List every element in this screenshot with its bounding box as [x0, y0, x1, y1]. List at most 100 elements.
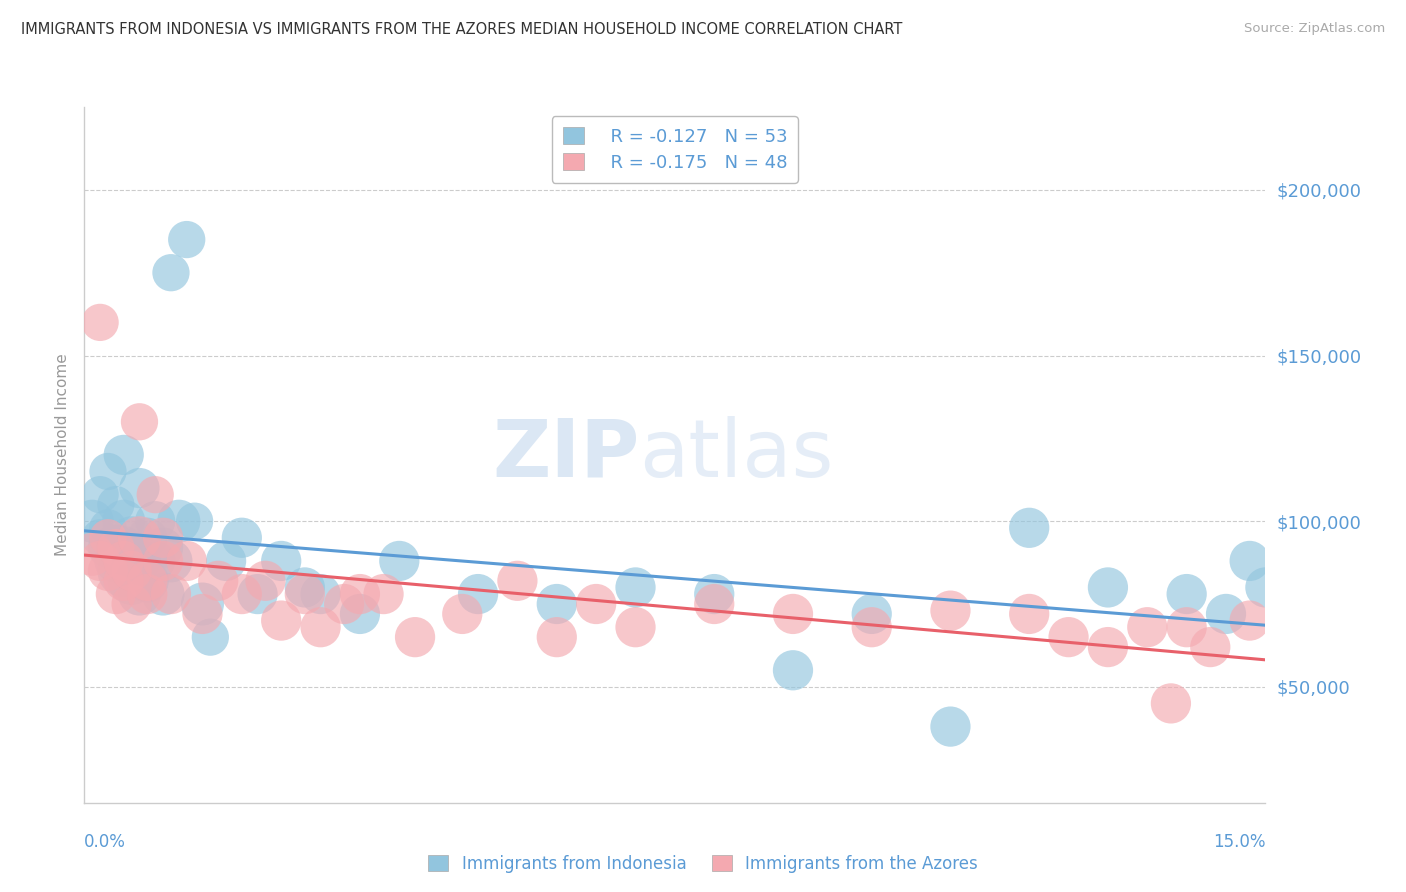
Point [191, 597, 214, 611]
Text: ZIP: ZIP [492, 416, 640, 494]
Point [294, 587, 316, 601]
Point [121, 564, 143, 578]
Point [160, 554, 183, 568]
Point [782, 607, 804, 621]
Point [121, 531, 143, 545]
Point [112, 514, 135, 528]
Point [207, 574, 229, 588]
Point [136, 574, 159, 588]
Point [1160, 697, 1182, 711]
Point [270, 554, 292, 568]
Point [1175, 587, 1198, 601]
Point [136, 574, 159, 588]
Point [128, 531, 150, 545]
Point [136, 587, 159, 601]
Point [294, 581, 316, 595]
Point [104, 498, 127, 512]
Point [121, 547, 143, 561]
Point [1136, 620, 1159, 634]
Point [136, 531, 159, 545]
Text: Source: ZipAtlas.com: Source: ZipAtlas.com [1244, 22, 1385, 36]
Point [939, 604, 962, 618]
Point [143, 488, 166, 502]
Point [89, 488, 111, 502]
Point [152, 541, 174, 555]
Point [1254, 581, 1277, 595]
Point [703, 597, 725, 611]
Point [1239, 554, 1261, 568]
Point [860, 620, 883, 634]
Point [231, 531, 253, 545]
Point [309, 587, 332, 601]
Point [121, 597, 143, 611]
Point [160, 587, 183, 601]
Text: 0.0%: 0.0% [84, 832, 127, 851]
Point [373, 587, 395, 601]
Point [97, 541, 120, 555]
Point [333, 597, 356, 611]
Point [624, 620, 647, 634]
Point [1239, 614, 1261, 628]
Point [97, 564, 120, 578]
Point [128, 587, 150, 601]
Point [546, 630, 568, 644]
Point [143, 554, 166, 568]
Text: IMMIGRANTS FROM INDONESIA VS IMMIGRANTS FROM THE AZORES MEDIAN HOUSEHOLD INCOME : IMMIGRANTS FROM INDONESIA VS IMMIGRANTS … [21, 22, 903, 37]
Point [270, 614, 292, 628]
Point [152, 587, 174, 601]
Point [200, 630, 222, 644]
Point [1018, 607, 1040, 621]
Point [104, 541, 127, 555]
Point [246, 587, 269, 601]
Point [254, 574, 277, 588]
Point [89, 554, 111, 568]
Y-axis label: Median Household Income: Median Household Income [55, 353, 70, 557]
Point [112, 554, 135, 568]
Point [939, 720, 962, 734]
Point [585, 597, 607, 611]
Text: atlas: atlas [640, 416, 834, 494]
Point [183, 514, 205, 528]
Point [1215, 607, 1237, 621]
Point [89, 315, 111, 329]
Point [215, 554, 238, 568]
Point [703, 587, 725, 601]
Point [349, 587, 371, 601]
Point [97, 521, 120, 535]
Point [112, 448, 135, 462]
Point [546, 597, 568, 611]
Point [782, 663, 804, 677]
Point [467, 587, 489, 601]
Point [128, 415, 150, 429]
Point [349, 607, 371, 621]
Point [231, 587, 253, 601]
Legend:   R = -0.127   N = 53,   R = -0.175   N = 48: R = -0.127 N = 53, R = -0.175 N = 48 [551, 116, 799, 183]
Text: 15.0%: 15.0% [1213, 832, 1265, 851]
Point [128, 481, 150, 495]
Point [506, 574, 529, 588]
Point [624, 581, 647, 595]
Point [143, 514, 166, 528]
Point [309, 620, 332, 634]
Point [97, 531, 120, 545]
Point [112, 574, 135, 588]
Point [112, 564, 135, 578]
Point [128, 554, 150, 568]
Point [1097, 581, 1119, 595]
Point [1018, 521, 1040, 535]
Point [112, 541, 135, 555]
Point [104, 554, 127, 568]
Point [1175, 620, 1198, 634]
Point [860, 607, 883, 621]
Point [1057, 630, 1080, 644]
Legend: Immigrants from Indonesia, Immigrants from the Azores: Immigrants from Indonesia, Immigrants fr… [422, 848, 984, 880]
Point [97, 465, 120, 479]
Point [191, 607, 214, 621]
Point [176, 554, 198, 568]
Point [89, 531, 111, 545]
Point [1097, 640, 1119, 654]
Point [104, 537, 127, 551]
Point [82, 547, 104, 561]
Point [160, 266, 183, 280]
Point [82, 514, 104, 528]
